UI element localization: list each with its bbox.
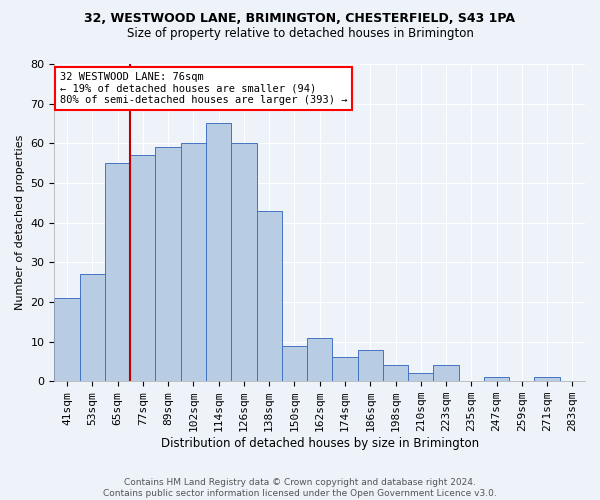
Bar (358, 350, 383, 381)
Bar (433, 366, 458, 381)
Bar (383, 366, 408, 381)
Text: 32, WESTWOOD LANE, BRIMINGTON, CHESTERFIELD, S43 1PA: 32, WESTWOOD LANE, BRIMINGTON, CHESTERFI… (85, 12, 515, 26)
Bar (332, 358, 358, 381)
Text: Contains HM Land Registry data © Crown copyright and database right 2024.
Contai: Contains HM Land Registry data © Crown c… (103, 478, 497, 498)
Bar (80, 274, 105, 381)
Bar (55, 298, 80, 381)
Text: 32 WESTWOOD LANE: 76sqm
← 19% of detached houses are smaller (94)
80% of semi-de: 32 WESTWOOD LANE: 76sqm ← 19% of detache… (60, 72, 347, 105)
Bar (282, 346, 307, 381)
Text: Size of property relative to detached houses in Brimington: Size of property relative to detached ho… (127, 28, 473, 40)
Bar (535, 378, 560, 381)
Bar (130, 155, 155, 381)
Bar (231, 144, 257, 381)
Bar (307, 338, 332, 381)
X-axis label: Distribution of detached houses by size in Brimington: Distribution of detached houses by size … (161, 437, 479, 450)
Bar (155, 148, 181, 381)
Y-axis label: Number of detached properties: Number of detached properties (15, 135, 25, 310)
Bar (257, 210, 282, 381)
Bar (484, 378, 509, 381)
Bar (408, 374, 433, 381)
Bar (206, 124, 231, 381)
Bar (181, 144, 206, 381)
Bar (105, 163, 130, 381)
